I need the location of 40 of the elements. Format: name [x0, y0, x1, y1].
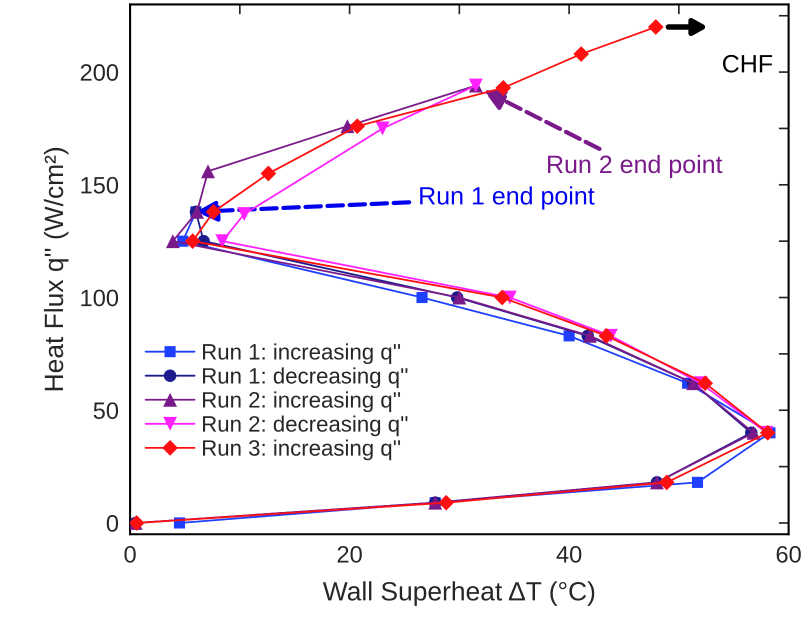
- point: [573, 46, 590, 62]
- point: [376, 122, 390, 136]
- y-tick-label: 0: [106, 515, 118, 532]
- point: [215, 234, 230, 248]
- point: [237, 207, 252, 222]
- legend-label: Run 2: increasing q'': [203, 391, 400, 412]
- x-tick-label: 20: [338, 546, 362, 563]
- legend-label: Run 2: decreasing q'': [203, 415, 408, 436]
- point: [495, 80, 512, 96]
- point: [260, 166, 276, 182]
- y-tick-label: 200: [80, 64, 118, 81]
- x-axis-title: Wall Superheat ΔT (°C): [322, 581, 594, 606]
- legend-label: Run 1: decreasing q'': [203, 367, 408, 388]
- point: [658, 474, 675, 490]
- annotation: Run 1 end point: [420, 186, 595, 210]
- annotation: Run 2 end point: [548, 154, 722, 178]
- point: [166, 234, 180, 248]
- point: [349, 118, 366, 134]
- point: [598, 328, 614, 344]
- x-tick-label: 60: [776, 546, 801, 563]
- point: [692, 476, 704, 488]
- point: [184, 233, 201, 250]
- x-tick-label: 40: [556, 546, 582, 563]
- point: [438, 494, 454, 511]
- point: [648, 19, 664, 35]
- legend-label: Run 3: increasing q'': [203, 440, 400, 460]
- point: [201, 164, 215, 178]
- annotation: CHF: [722, 54, 772, 73]
- y-tick-label: 100: [81, 290, 118, 306]
- point: [697, 375, 714, 392]
- y-tick-label: 50: [94, 402, 118, 420]
- y-tick-label: 150: [81, 176, 118, 194]
- y-axis-title: Heat Flux q'' (W/cm²): [44, 148, 68, 390]
- x-tick-label: 0: [124, 546, 136, 563]
- point: [416, 292, 428, 304]
- point: [452, 290, 466, 304]
- point: [583, 328, 597, 343]
- point: [564, 330, 575, 342]
- point: [494, 290, 510, 306]
- legend-label: Run 1: increasing q'': [203, 343, 400, 364]
